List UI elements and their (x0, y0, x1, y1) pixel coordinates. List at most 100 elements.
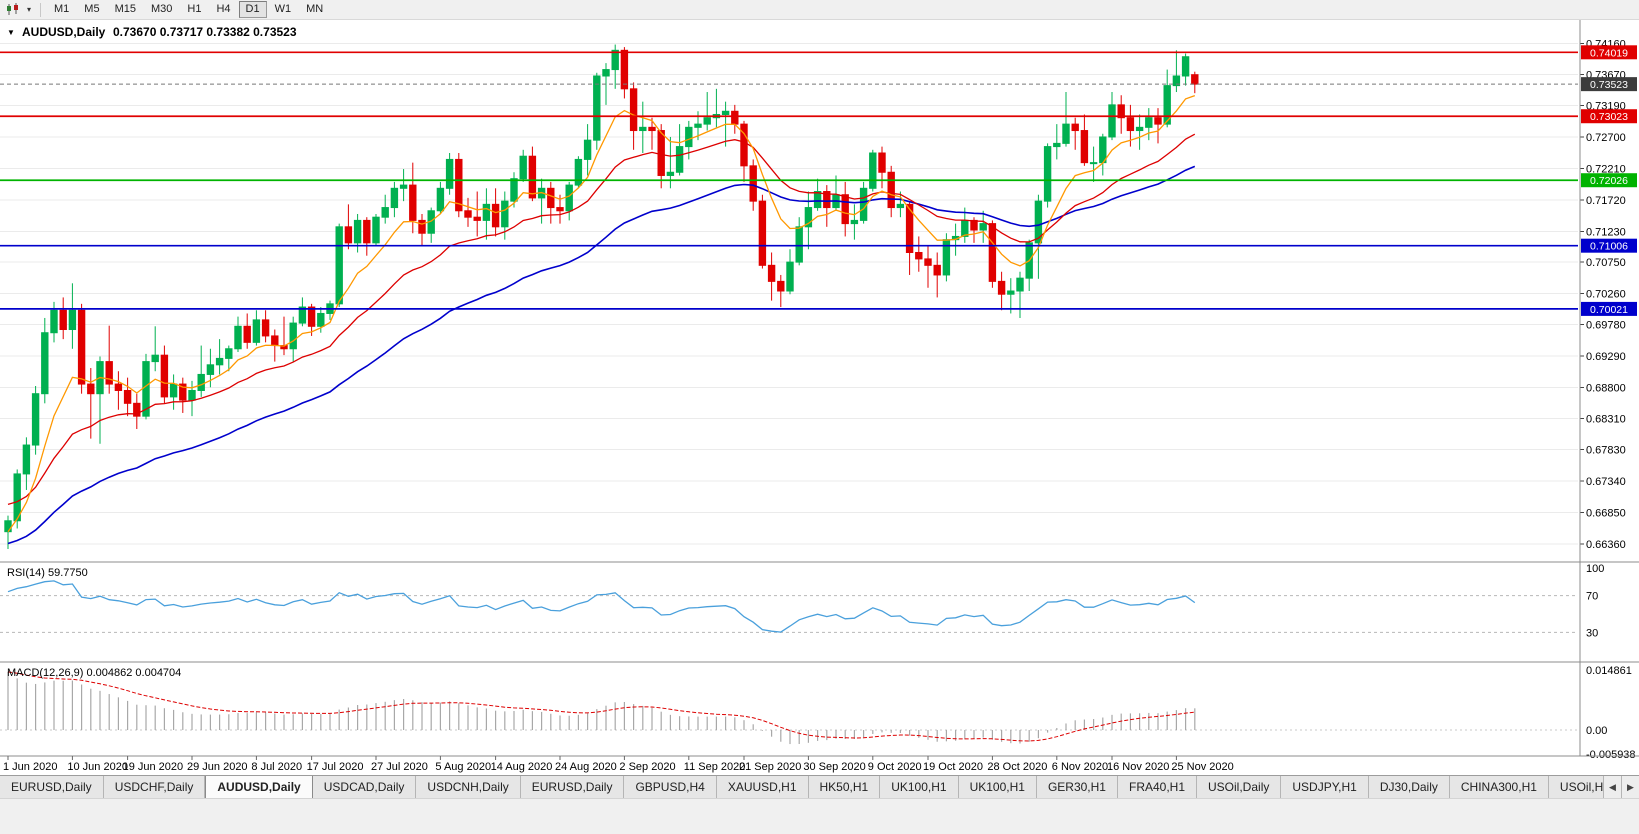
svg-text:16 Nov 2020: 16 Nov 2020 (1107, 761, 1169, 773)
svg-text:30: 30 (1586, 627, 1598, 639)
chart-tab-xauusd-h1[interactable]: XAUUSD,H1 (716, 776, 809, 798)
svg-text:0.69780: 0.69780 (1586, 319, 1626, 331)
toolbar-separator (40, 2, 41, 17)
tab-scroll-left-button[interactable]: ◀ (1603, 776, 1621, 798)
chart-type-icon[interactable] (4, 2, 22, 17)
chart-tab-gbpusd-h4[interactable]: GBPUSD,H4 (624, 776, 717, 798)
svg-text:0.71720: 0.71720 (1586, 195, 1626, 207)
svg-text:1 Jun 2020: 1 Jun 2020 (3, 761, 57, 773)
timeframe-button-m5[interactable]: M5 (84, 3, 100, 15)
macd-indicator-label: MACD(12,26,9) 0.004862 0.004704 (7, 667, 181, 679)
svg-text:27 Jul 2020: 27 Jul 2020 (371, 761, 428, 773)
chart-tab-hk50-h1[interactable]: HK50,H1 (808, 776, 881, 798)
timeframe-button-w1[interactable]: W1 (274, 3, 292, 15)
svg-text:0.70750: 0.70750 (1586, 257, 1626, 269)
chart-tab-usdcnh-daily[interactable]: USDCNH,Daily (416, 776, 521, 798)
svg-text:0.66850: 0.66850 (1586, 507, 1626, 519)
timeframe-button-mn[interactable]: MN (306, 3, 324, 15)
rsi-indicator-label: RSI(14) 59.7750 (7, 567, 88, 579)
svg-text:25 Nov 2020: 25 Nov 2020 (1171, 761, 1233, 773)
moving-average-lines (7, 94, 1196, 545)
svg-text:0.73523: 0.73523 (1590, 79, 1628, 91)
chart-tab-china300-h1[interactable]: CHINA300,H1 (1449, 776, 1549, 798)
chart-tab-eurusd-daily[interactable]: EURUSD,Daily (520, 776, 625, 798)
svg-text:2 Sep 2020: 2 Sep 2020 (619, 761, 675, 773)
svg-text:0.014861: 0.014861 (1586, 665, 1632, 677)
rsi-pane: 100 70 30 (0, 563, 1604, 639)
svg-text:29 Jun 2020: 29 Jun 2020 (187, 761, 248, 773)
svg-text:0.70260: 0.70260 (1586, 289, 1626, 301)
svg-text:19 Oct 2020: 19 Oct 2020 (923, 761, 983, 773)
timeframe-button-d1[interactable]: D1 (238, 1, 267, 18)
chart-tab-uk100-h1[interactable]: UK100,H1 (958, 776, 1037, 798)
svg-text:0.00: 0.00 (1586, 725, 1607, 737)
svg-text:17 Jul 2020: 17 Jul 2020 (307, 761, 364, 773)
svg-text:28 Oct 2020: 28 Oct 2020 (987, 761, 1047, 773)
svg-text:6 Nov 2020: 6 Nov 2020 (1052, 761, 1108, 773)
horizontal-level-lines[interactable] (0, 51, 1578, 310)
chart-tab-usdchf-daily[interactable]: USDCHF,Daily (103, 776, 206, 798)
svg-text:0.67830: 0.67830 (1586, 445, 1626, 457)
svg-text:5 Aug 2020: 5 Aug 2020 (435, 761, 491, 773)
svg-text:0.72026: 0.72026 (1590, 175, 1628, 187)
chart-title-ohlc: 0.73670 0.73717 0.73382 0.73523 (113, 25, 297, 39)
chart-tab-audusd-daily[interactable]: AUDUSD,Daily (205, 776, 313, 798)
svg-text:-0.005938: -0.005938 (1586, 749, 1636, 761)
status-bar (0, 798, 1639, 834)
svg-text:0.68800: 0.68800 (1586, 382, 1626, 394)
chart-tab-ger30-h1[interactable]: GER30,H1 (1036, 776, 1118, 798)
svg-text:0.66360: 0.66360 (1586, 539, 1626, 551)
svg-text:0.69290: 0.69290 (1586, 351, 1626, 363)
svg-text:9 Oct 2020: 9 Oct 2020 (868, 761, 922, 773)
svg-text:0.68310: 0.68310 (1586, 414, 1626, 426)
svg-text:0.71006: 0.71006 (1590, 241, 1628, 253)
chart-tab-fra40-h1[interactable]: FRA40,H1 (1117, 776, 1198, 798)
svg-text:14 Aug 2020: 14 Aug 2020 (491, 761, 553, 773)
timeframe-button-m1[interactable]: M1 (54, 3, 70, 15)
macd-pane: 0.014861 0.00 -0.005938 (0, 665, 1636, 761)
chart-tab-usdjpy-h1[interactable]: USDJPY,H1 (1281, 776, 1369, 798)
svg-text:19 Jun 2020: 19 Jun 2020 (123, 761, 184, 773)
svg-text:30 Sep 2020: 30 Sep 2020 (803, 761, 865, 773)
chart-type-dropdown-icon[interactable]: ▾ (26, 5, 31, 14)
chart-tab-usoil-daily[interactable]: USOil,Daily (1197, 776, 1282, 798)
svg-text:0.67340: 0.67340 (1586, 476, 1626, 488)
tab-scroll-right-button[interactable]: ▶ (1621, 776, 1639, 798)
svg-text:0.71230: 0.71230 (1586, 226, 1626, 238)
chart-tab-usdcad-daily[interactable]: USDCAD,Daily (312, 776, 417, 798)
svg-text:0.72210: 0.72210 (1586, 163, 1626, 175)
chart-tab-uk100-h1[interactable]: UK100,H1 (880, 776, 959, 798)
svg-text:11 Sep 2020: 11 Sep 2020 (684, 761, 746, 773)
timeframe-button-m30[interactable]: M30 (150, 3, 173, 15)
svg-text:0.72700: 0.72700 (1586, 132, 1626, 144)
svg-text:0.73023: 0.73023 (1590, 111, 1628, 123)
svg-text:0.74019: 0.74019 (1590, 47, 1628, 59)
timeframe-button-h4[interactable]: H4 (216, 3, 231, 15)
svg-text:21 Sep 2020: 21 Sep 2020 (739, 761, 801, 773)
chart-title-symbol: AUDUSD,Daily (22, 25, 106, 39)
chart-window: 100 70 30 0.014861 0.00 -0.005938 0.74160 0.7… (0, 20, 1639, 775)
chart-tab-list: EURUSD,Daily USDCHF,Daily AUDUSD,Daily USDC… (0, 776, 1603, 798)
chart-tab-dj30-daily[interactable]: DJ30,Daily (1368, 776, 1450, 798)
chart-dropdown-icon[interactable]: ▼ (7, 28, 15, 37)
chart-toolbar: ▾ M1 M5 M15 M30 H1 H4 D1 W1 MN (0, 0, 1639, 20)
svg-text:70: 70 (1586, 591, 1598, 603)
grid-lines (0, 42, 1578, 545)
candlestick-series (4, 44, 1199, 550)
timeframe-button-m15[interactable]: M15 (114, 3, 136, 15)
timeframe-button-h1[interactable]: H1 (187, 3, 202, 15)
chart-tab-bar: EURUSD,Daily USDCHF,Daily AUDUSD,Daily USDC… (0, 775, 1639, 798)
price-level-labels: 0.74019 0.73023 0.72026 0.71006 0.70021 0.735… (1581, 45, 1637, 316)
timeframe-button-group: M1 M5 M15 M30 H1 H4 D1 W1 MN (47, 1, 330, 18)
chart-tab-eurusd-daily[interactable]: EURUSD,Daily (0, 776, 104, 798)
price-axis: 0.741600.736700.731900.727000.722100.717… (0, 20, 1639, 757)
chart-tab-usoil-h1[interactable]: USOil,H1 (1548, 776, 1603, 798)
svg-text:0.70021: 0.70021 (1590, 304, 1628, 316)
svg-text:100: 100 (1586, 563, 1604, 575)
svg-text:8 Jul 2020: 8 Jul 2020 (251, 761, 302, 773)
svg-text:10 Jun 2020: 10 Jun 2020 (67, 761, 128, 773)
svg-text:24 Aug 2020: 24 Aug 2020 (555, 761, 617, 773)
